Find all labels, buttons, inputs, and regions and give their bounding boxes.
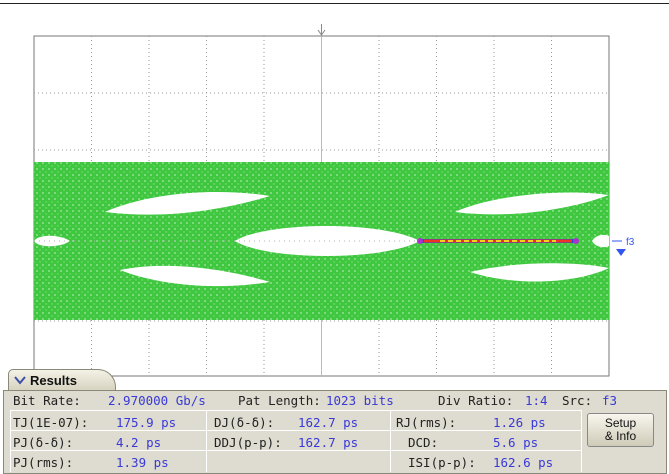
results-tab-label: Results xyxy=(30,373,77,388)
jitter-histogram-bar xyxy=(417,238,579,244)
ddj-label: DDJ(p-p): xyxy=(214,435,282,450)
bit-rate-label: Bit Rate: xyxy=(13,393,81,408)
div-ratio-label: Div Ratio: xyxy=(438,393,514,408)
measurement-table xyxy=(10,410,582,472)
trigger-position-icon xyxy=(317,24,326,36)
bit-rate-value: 2.970000 Gb/s xyxy=(108,393,206,408)
results-panel: Bit Rate: 2.970000 Gb/s Pat Length: 1023… xyxy=(3,390,667,474)
dj-value: 162.7 ps xyxy=(298,415,359,430)
setup-label-line1: Setup xyxy=(604,416,637,430)
rj-rms-value: 1.26 ps xyxy=(493,415,546,430)
rj-rms-label: RJ(rms): xyxy=(396,415,457,430)
src-value: f3 xyxy=(602,393,618,408)
channel-marker-label: f3 xyxy=(626,237,635,248)
chevron-down-icon xyxy=(14,376,26,385)
pj-rms-value: 1.39 ps xyxy=(116,455,169,470)
pat-length-value: 1023 bits xyxy=(326,393,394,408)
pj-rms-label: PJ(rms): xyxy=(13,455,74,470)
setup-label-line2: & Info xyxy=(604,429,637,443)
pat-length-label: Pat Length: xyxy=(238,393,321,408)
dj-label: DJ(δ-δ): xyxy=(214,415,275,430)
results-tab[interactable]: Results xyxy=(8,369,116,391)
pj-dd-value: 4.2 ps xyxy=(116,435,162,450)
dcd-label: DCD: xyxy=(408,435,439,450)
dcd-value: 5.6 ps xyxy=(493,435,539,450)
channel-marker-icon[interactable] xyxy=(612,240,626,256)
tj-value: 175.9 ps xyxy=(116,415,177,430)
pj-dd-label: PJ(δ-δ): xyxy=(13,435,74,450)
div-ratio-value: 1:4 xyxy=(525,393,548,408)
tj-label: TJ(1E-07): xyxy=(13,415,89,430)
src-label: Src: xyxy=(562,393,593,408)
ddj-value: 162.7 ps xyxy=(298,435,359,450)
isi-label: ISI(p-p): xyxy=(408,455,476,470)
setup-info-button[interactable]: Setup & Info xyxy=(587,413,654,447)
isi-value: 162.6 ps xyxy=(493,455,554,470)
top-border xyxy=(0,3,669,4)
